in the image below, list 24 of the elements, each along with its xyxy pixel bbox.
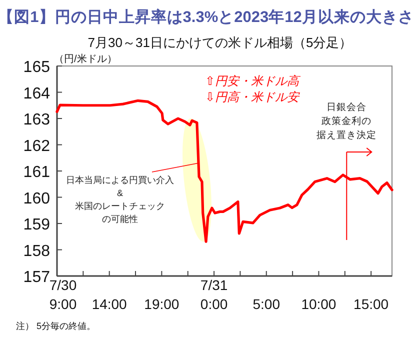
x-tick-label: 19:00: [144, 296, 180, 312]
x-tick-label: 7/30 9:00: [49, 277, 77, 312]
y-tick-label: 158: [23, 242, 50, 260]
y-axis-title: （円/米ドル）: [54, 53, 117, 65]
text: 注） 5分毎の終値。: [16, 321, 96, 331]
y-tick-label: 157: [23, 269, 50, 286]
x-tick-label: 15:00: [354, 296, 389, 312]
x-tick-label: 10:00: [301, 296, 336, 312]
annotation: 日本当局による円買い介入&米国のレートチェックの可能性: [66, 175, 174, 224]
ref-line-label: 日銀会合政策金利の据え置き決定: [316, 101, 377, 141]
annotation: ⇧円安・米ドル高: [205, 74, 302, 88]
y-tick-label: 162: [23, 138, 50, 155]
y-tick-label: 160: [23, 190, 50, 208]
y-tick-label: 161: [23, 164, 50, 181]
y-tick-label: 163: [23, 112, 50, 128]
y-tick-label: 159: [23, 216, 50, 234]
y-tick-label: 164: [23, 85, 50, 102]
x-tick-label: 5:00: [252, 296, 280, 312]
chart-title: 【図1】円の日中上昇率は3.3%と2023年12月以来の大きさ: [0, 8, 412, 26]
x-tick-label: 7/31 0:00: [200, 277, 228, 312]
annotation: ⇩円高・米ドル安: [205, 90, 300, 104]
y-tick-label: 165: [23, 59, 50, 76]
x-tick-label: 14:00: [92, 296, 128, 312]
chart-subtitle: 7月30～31日にかけての米ドル相場（5分足）: [88, 35, 352, 50]
